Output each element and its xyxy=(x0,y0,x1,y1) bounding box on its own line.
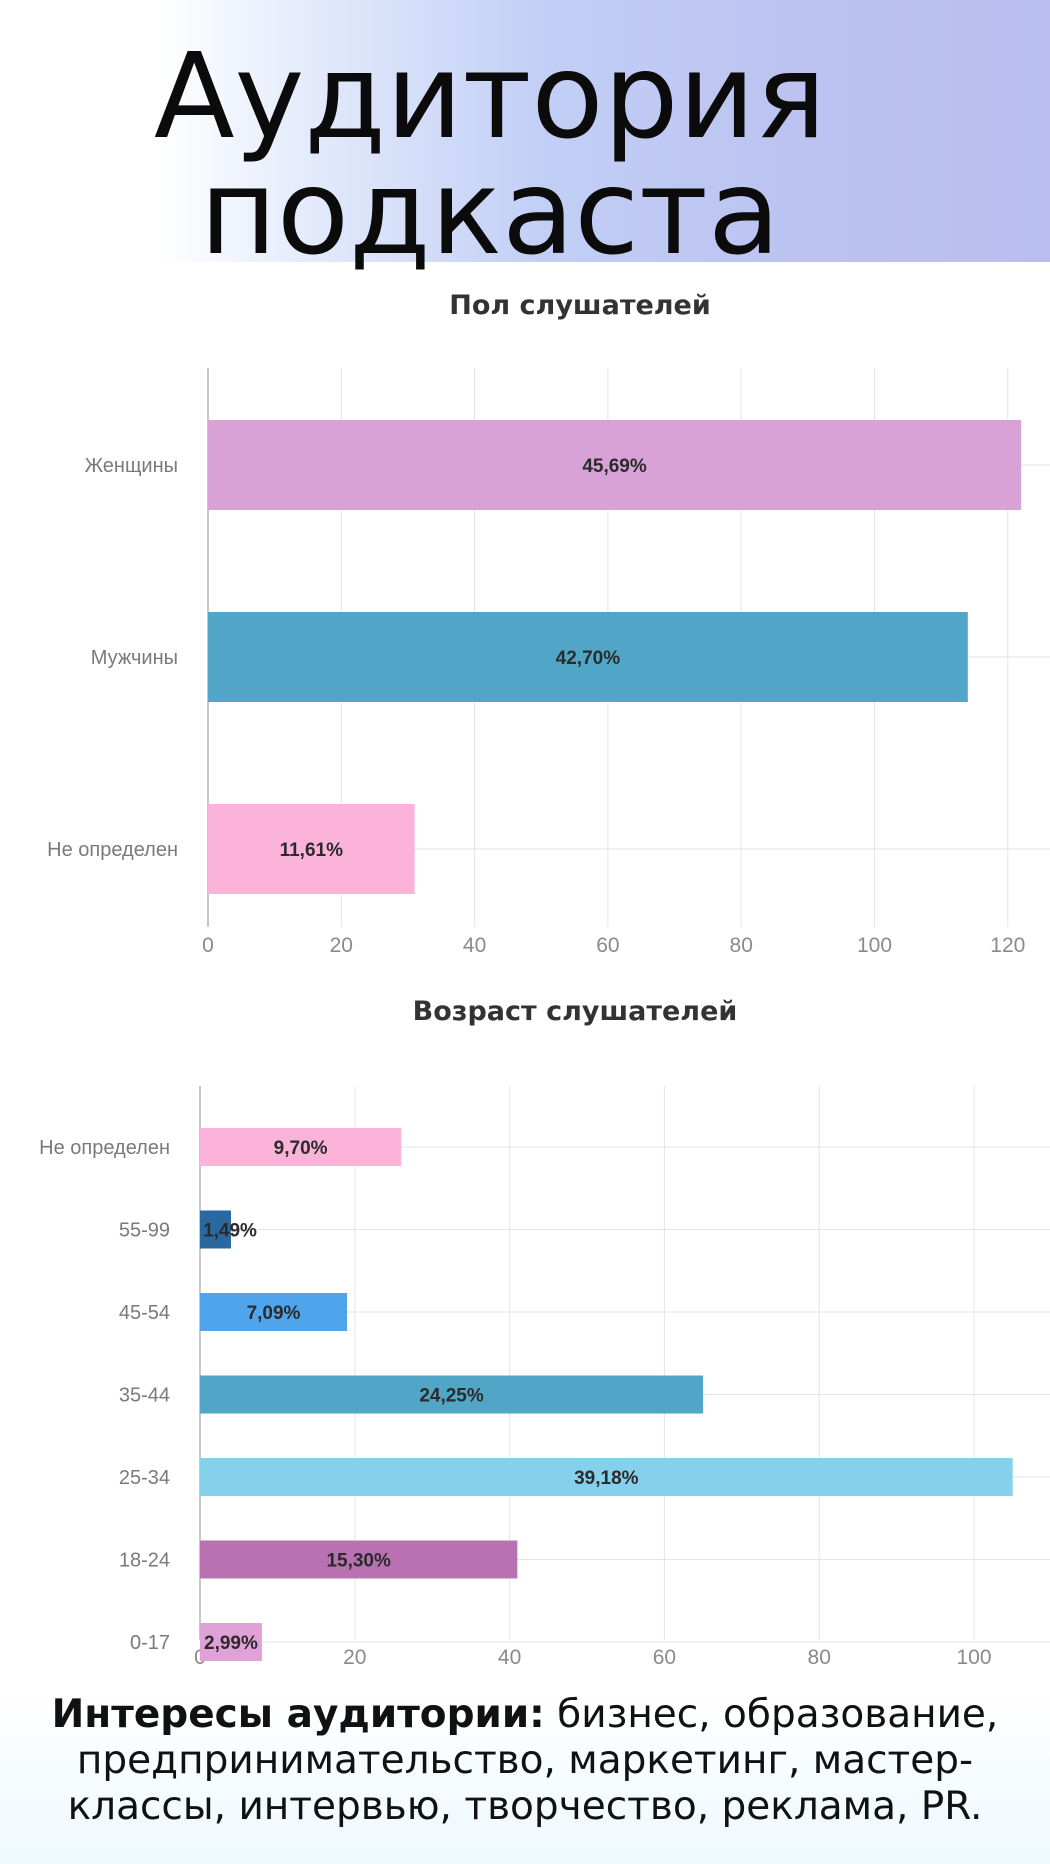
gender-x-tick-label: 120 xyxy=(990,934,1025,957)
age-bar xyxy=(200,1293,348,1331)
header-banner: Аудитория подкаста xyxy=(0,0,1050,271)
gender-value-label: 45,69% xyxy=(582,456,647,477)
age-category-label: 45-54 xyxy=(119,1302,170,1324)
gender-chart-title: Пол слушателей xyxy=(449,290,711,321)
gender-chart: Пол слушателей 0 20 40 60 80 100 120 Женщины 45,6… xyxy=(0,272,1050,984)
age-value-label: 24,25% xyxy=(419,1386,484,1407)
age-bar xyxy=(200,1458,1013,1496)
title-line-2: подкаста xyxy=(199,143,781,281)
age-bar xyxy=(200,1540,518,1579)
age-value-label: 9,70% xyxy=(274,1138,328,1159)
gender-x-tick-label: 0 xyxy=(202,934,214,957)
gender-category-label: Не определен xyxy=(47,839,178,861)
age-bar xyxy=(200,1128,402,1166)
interests-list: бизнес, образование, предпринимательство… xyxy=(67,1692,999,1829)
age-value-label: 15,30% xyxy=(326,1551,391,1572)
age-chart-svg: Возраст слушателей020406080100Не определ… xyxy=(39,996,1050,1669)
age-bar xyxy=(200,1375,704,1414)
gender-chart-svg: Пол слушателей 0 20 40 60 80 100 120 Женщины 45,6… xyxy=(47,290,1050,957)
gender-category-label: Женщины xyxy=(85,455,178,477)
interests-text: Интересы аудитории: бизнес, образование,… xyxy=(22,1692,1028,1830)
age-x-tick-label: 100 xyxy=(956,1646,991,1669)
age-category-label: 55-99 xyxy=(119,1220,170,1242)
gender-value-label: 42,70% xyxy=(556,648,621,669)
interests-heading: Интересы аудитории: xyxy=(51,1692,545,1737)
age-category-label: 35-44 xyxy=(119,1385,170,1407)
gender-value-label: 11,61% xyxy=(280,840,343,861)
age-chart: Возраст слушателей020406080100Не определ… xyxy=(0,990,1050,1684)
footer: Интересы аудитории: бизнес, образование,… xyxy=(0,1686,1050,1864)
age-x-tick-label: 20 xyxy=(343,1646,366,1669)
gender-x-tick-label: 60 xyxy=(596,934,619,957)
age-value-label: 39,18% xyxy=(574,1468,639,1489)
gender-bar xyxy=(208,420,1022,510)
gender-category-label: Мужчины xyxy=(91,647,178,669)
age-category-label: Не определен xyxy=(39,1137,170,1159)
gender-x-tick-label: 80 xyxy=(730,934,753,957)
age-x-tick-label: 40 xyxy=(498,1646,521,1669)
age-category-label: 18-24 xyxy=(119,1550,170,1572)
age-chart-title: Возраст слушателей xyxy=(413,996,738,1027)
age-value-label: 7,09% xyxy=(247,1303,301,1324)
age-value-label: 2,99% xyxy=(204,1633,258,1654)
age-value-label: 1,49% xyxy=(203,1221,257,1242)
gender-x-tick-label: 100 xyxy=(857,934,892,957)
age-category-label: 25-34 xyxy=(119,1467,170,1489)
age-category-label: 0-17 xyxy=(130,1632,170,1654)
gender-bar xyxy=(208,612,968,702)
page-title: Аудитория подкаста xyxy=(0,27,980,281)
age-bar xyxy=(200,1623,262,1661)
gender-x-tick-label: 40 xyxy=(463,934,486,957)
title-line-1: Аудитория xyxy=(153,27,827,165)
age-x-tick-label: 60 xyxy=(653,1646,676,1669)
age-bar xyxy=(200,1210,231,1249)
gender-bar xyxy=(208,804,415,894)
gender-x-tick-label: 20 xyxy=(330,934,353,957)
age-x-tick-label: 80 xyxy=(808,1646,831,1669)
